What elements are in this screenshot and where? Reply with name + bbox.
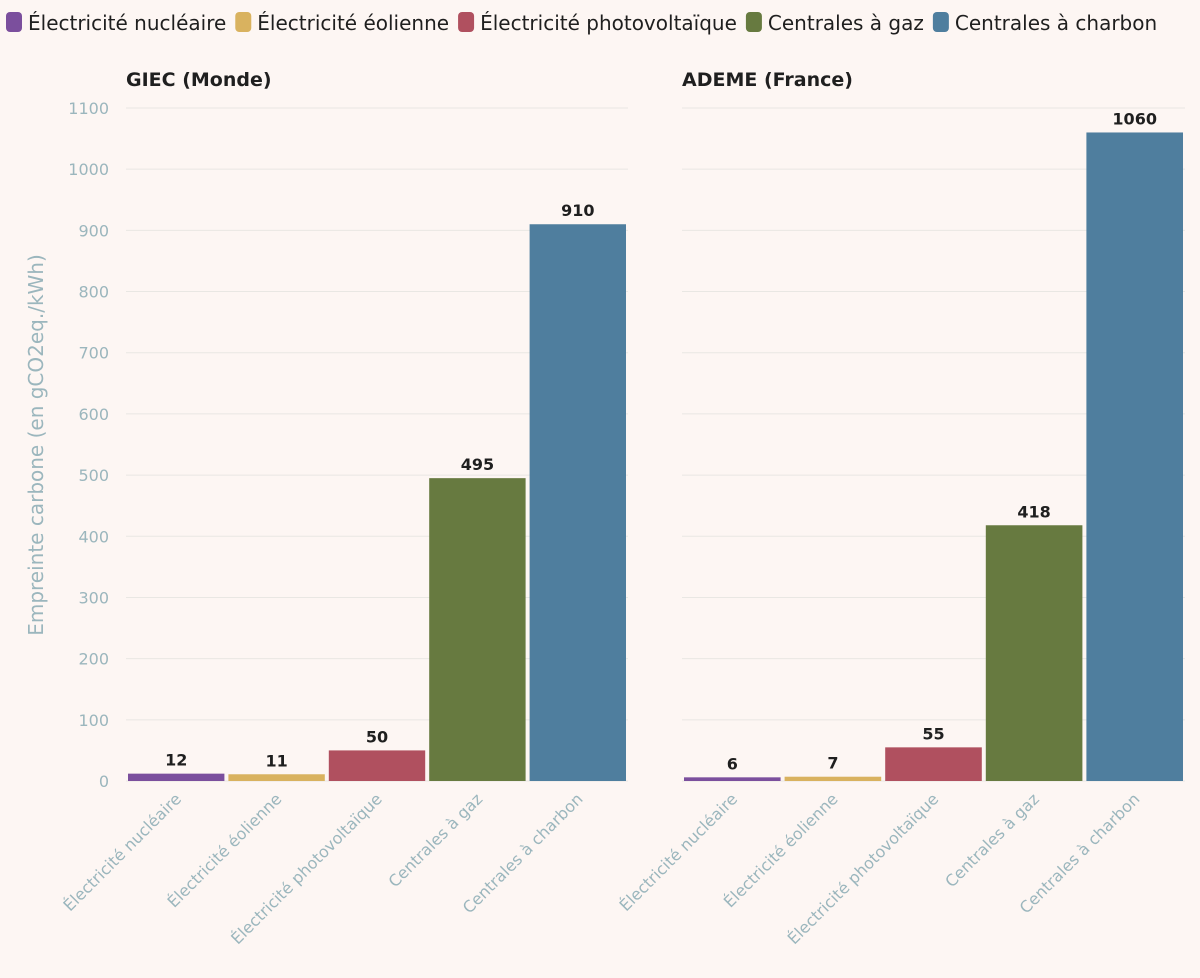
data-label-centrales-a-charbon: 1060 xyxy=(1112,109,1157,128)
y-tick-1000: 1000 xyxy=(68,160,109,179)
bar-centrales-a-charbon xyxy=(529,224,626,781)
x-tick-centrales-a-gaz: Centrales à gaz xyxy=(941,789,1043,891)
legend-swatch-electricite-eolienne xyxy=(235,12,252,32)
data-label-electricite-photovoltaique: 50 xyxy=(366,727,388,746)
x-tick-centrales-a-gaz: Centrales à gaz xyxy=(385,789,487,891)
data-label-centrales-a-charbon: 910 xyxy=(561,201,594,220)
y-axis-label: Empreinte carbone (en gCO2eq./kWh) xyxy=(24,254,48,636)
legend-label-electricite-eolienne: Électricité éolienne xyxy=(257,11,449,35)
data-label-centrales-a-gaz: 418 xyxy=(1017,502,1050,521)
data-label-electricite-eolienne: 11 xyxy=(265,751,287,770)
legend-swatch-electricite-nucleaire xyxy=(6,12,22,32)
y-tick-800: 800 xyxy=(78,283,109,302)
bar-electricite-photovoltaique xyxy=(328,750,426,781)
bar-centrales-a-gaz xyxy=(985,525,1083,781)
bar-electricite-eolienne xyxy=(784,776,882,781)
y-tick-100: 100 xyxy=(78,711,109,730)
bar-electricite-photovoltaique xyxy=(885,747,982,781)
legend-label-electricite-nucleaire: Électricité nucléaire xyxy=(28,11,226,35)
data-label-electricite-nucleaire: 12 xyxy=(165,751,187,770)
legend-swatch-electricite-photovoltaique xyxy=(458,12,475,32)
data-label-centrales-a-gaz: 495 xyxy=(461,455,494,474)
y-tick-200: 200 xyxy=(78,650,109,669)
data-label-electricite-photovoltaique: 55 xyxy=(922,724,944,743)
panel-title-ademe: ADEME (France) xyxy=(682,69,853,91)
bar-electricite-nucleaire xyxy=(684,777,781,781)
panel-title-giec: GIEC (Monde) xyxy=(126,69,272,91)
y-tick-700: 700 xyxy=(78,344,109,363)
y-tick-0: 0 xyxy=(99,772,109,791)
y-tick-600: 600 xyxy=(78,405,109,424)
y-tick-300: 300 xyxy=(78,588,109,607)
bar-centrales-a-gaz xyxy=(429,478,526,781)
legend: Électricité nucléaire Électricité éolienn… xyxy=(6,11,1157,35)
legend-swatch-centrales-a-gaz xyxy=(745,12,762,32)
y-tick-400: 400 xyxy=(78,527,109,546)
legend-label-electricite-photovoltaique: Électricité photovoltaïque xyxy=(480,11,737,35)
y-tick-1100: 1100 xyxy=(68,99,109,118)
y-tick-900: 900 xyxy=(78,221,109,240)
bar-centrales-a-charbon xyxy=(1086,132,1183,782)
data-label-electricite-nucleaire: 6 xyxy=(727,754,738,773)
y-tick-500: 500 xyxy=(78,466,109,485)
data-label-electricite-eolienne: 7 xyxy=(827,754,838,773)
panel-giec: GIEC (Monde) 0 100 200 300 400 500 600 700 800 90… xyxy=(59,69,628,948)
legend-label-centrales-a-gaz: Centrales à gaz xyxy=(768,11,924,35)
legend-label-centrales-a-charbon: Centrales à charbon xyxy=(955,11,1157,35)
bar-electricite-nucleaire xyxy=(128,773,225,781)
bar-electricite-eolienne xyxy=(228,774,325,781)
legend-swatch-centrales-a-charbon xyxy=(932,12,949,32)
x-tick-electricite-eolienne: Électricité éolienne xyxy=(720,789,842,911)
x-tick-electricite-eolienne: Électricité éolienne xyxy=(163,789,285,911)
